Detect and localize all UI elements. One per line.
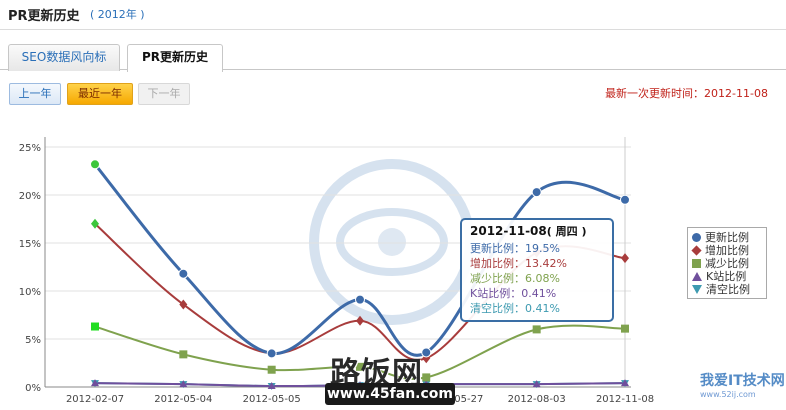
y-tick-label: 20% xyxy=(19,191,41,202)
data-point xyxy=(532,380,541,388)
x-tick-label: 2012-08-03 xyxy=(508,394,566,405)
data-point xyxy=(620,194,630,205)
watermark-logo: 路饭网 xyxy=(330,356,423,391)
data-point xyxy=(356,362,364,371)
data-point xyxy=(91,218,99,229)
legend-marker-icon xyxy=(692,272,702,281)
legend-marker-icon xyxy=(692,259,701,268)
legend-item[interactable]: 清空比例 xyxy=(692,283,762,296)
chart-tooltip: 2012-11-08( 周四 ) 更新比例：19.5% 增加比例：13.42% 减少… xyxy=(460,218,614,322)
watermark-right: 我爱IT技术网 www.52ij.com xyxy=(700,370,785,399)
data-point xyxy=(90,159,100,170)
x-tick-label: 2012-05-04 xyxy=(154,394,212,405)
data-point xyxy=(267,365,276,374)
tooltip-line: 减少比例：6.08% xyxy=(470,272,560,285)
tooltip-line: 更新比例：19.5% xyxy=(470,242,560,255)
page-header: PR更新历史 ( 2012年 ) xyxy=(0,0,786,30)
legend-marker-icon xyxy=(691,245,702,256)
legend-item[interactable]: 增加比例 xyxy=(691,244,762,257)
legend-item[interactable]: 更新比例 xyxy=(692,231,762,244)
legend-label: 增加比例 xyxy=(705,244,749,257)
data-point xyxy=(178,268,189,279)
data-point xyxy=(422,373,431,382)
y-tick-label: 10% xyxy=(19,287,41,298)
data-point xyxy=(421,347,432,358)
tab-bar: SEO数据风向标 PR更新历史 xyxy=(0,40,786,72)
y-tick-label: 15% xyxy=(19,239,41,250)
tab-pr-history[interactable]: PR更新历史 xyxy=(127,44,223,72)
x-tick-label: 2012-11-08 xyxy=(596,394,654,405)
tooltip-line: 增加比例：13.42% xyxy=(470,257,567,270)
tab-seo-trends[interactable]: SEO数据风向标 xyxy=(8,44,120,71)
tooltip-weekday: ( 周四 ) xyxy=(546,225,587,238)
legend-label: 更新比例 xyxy=(705,231,749,244)
y-tick-label: 5% xyxy=(25,335,41,346)
tooltip-line: K站比例：0.41% xyxy=(470,287,557,300)
legend-marker-icon xyxy=(692,285,702,294)
watermark-right-text: 我爱IT技术网 xyxy=(700,373,785,389)
data-point xyxy=(356,315,364,326)
x-tick-label: 2012-02-07 xyxy=(66,394,124,405)
data-point xyxy=(179,380,188,388)
data-point xyxy=(621,379,629,387)
data-point xyxy=(91,379,99,387)
y-tick-label: 0% xyxy=(25,383,41,394)
legend-item[interactable]: 减少比例 xyxy=(692,257,762,270)
last-update-time: 最新一次更新时间：2012-11-08 xyxy=(605,87,768,100)
tooltip-line: 清空比例：0.41% xyxy=(470,302,560,315)
data-point xyxy=(621,324,629,333)
legend-label: 减少比例 xyxy=(705,257,749,270)
data-point xyxy=(532,325,541,334)
data-point xyxy=(91,322,99,331)
pr-history-chart: 0% 5% 10% 15% 20% 25% 2012-02-07 2012-05-04 2012… xyxy=(19,137,654,405)
year-label: ( 2012年 ) xyxy=(90,8,145,21)
watermark-pupil xyxy=(378,228,406,256)
tooltip-date: 2012-11-08 xyxy=(470,224,547,238)
y-tick-label: 25% xyxy=(19,143,41,154)
recent-year-button[interactable]: 最近一年 xyxy=(67,83,133,105)
x-tick-label: 2012-05-05 xyxy=(243,394,301,405)
legend-marker-icon xyxy=(692,233,701,242)
data-point xyxy=(621,253,629,264)
watermark-url: www.45fan.com xyxy=(325,383,455,405)
tooltip-lines: 更新比例：19.5% 增加比例：13.42% 减少比例：6.08% K站比例：0.41… xyxy=(470,241,604,316)
legend-label: K站比例 xyxy=(706,270,747,283)
data-point xyxy=(179,299,188,310)
prev-year-button[interactable]: 上一年 xyxy=(9,83,61,105)
legend-label: 清空比例 xyxy=(706,283,750,296)
data-point xyxy=(266,348,277,359)
tooltip-date-row: 2012-11-08( 周四 ) xyxy=(470,224,604,239)
watermark-eye xyxy=(336,208,448,276)
chart-legend: 更新比例 增加比例 减少比例 K站比例 清空比例 xyxy=(687,227,767,299)
data-point xyxy=(531,187,542,198)
data-point xyxy=(267,382,276,390)
watermark-right-small: www.52ij.com xyxy=(700,390,756,399)
next-year-button[interactable]: 下一年 xyxy=(138,83,190,105)
data-point xyxy=(355,294,365,305)
page-title: PR更新历史 xyxy=(8,9,80,24)
data-point xyxy=(179,350,188,359)
legend-item[interactable]: K站比例 xyxy=(692,270,762,283)
